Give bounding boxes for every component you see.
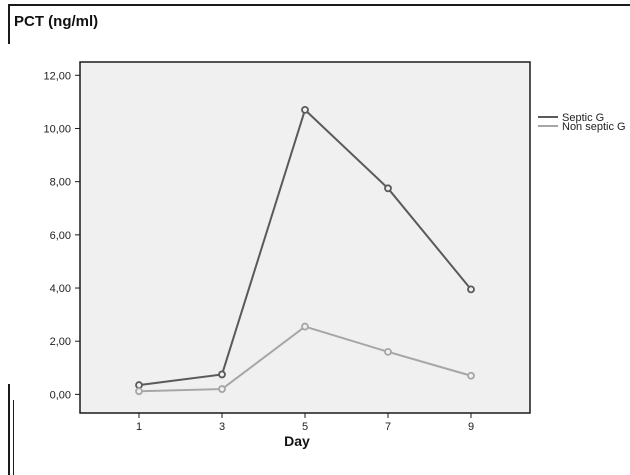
y-tick-label: 2,00 xyxy=(50,336,71,348)
chart-title: PCT (ng/ml) xyxy=(14,13,99,30)
legend-label: Non septic G xyxy=(562,121,626,133)
data-point xyxy=(135,387,143,396)
data-point xyxy=(135,381,143,389)
x-tick-label: 9 xyxy=(468,421,474,433)
frame-border-left-top xyxy=(8,4,10,44)
y-tick-label: 12,00 xyxy=(43,70,71,82)
y-tick-label: 4,00 xyxy=(50,283,71,295)
data-point xyxy=(384,347,392,356)
y-tick-label: 10,00 xyxy=(43,123,71,135)
data-point xyxy=(218,385,226,393)
legend-label: Septic G xyxy=(562,112,604,124)
x-tick-label: 3 xyxy=(219,421,225,433)
data-point xyxy=(467,285,475,294)
data-point xyxy=(467,371,475,380)
y-tick-label: 8,00 xyxy=(50,177,71,189)
frame-border-inner xyxy=(13,400,14,475)
plot-area xyxy=(79,61,531,414)
x-axis-title: Day xyxy=(284,433,310,449)
data-point xyxy=(301,105,309,114)
x-tick-label: 1 xyxy=(136,421,142,433)
data-point xyxy=(384,184,392,193)
frame-border-left-bottom xyxy=(8,384,10,475)
data-point xyxy=(301,322,309,331)
y-tick-label: 0,00 xyxy=(50,389,71,401)
y-tick-label: 6,00 xyxy=(50,230,71,242)
x-tick-label: 7 xyxy=(385,421,391,433)
x-tick-label: 5 xyxy=(302,421,308,433)
frame-border-top xyxy=(8,4,630,6)
data-point xyxy=(218,370,226,379)
